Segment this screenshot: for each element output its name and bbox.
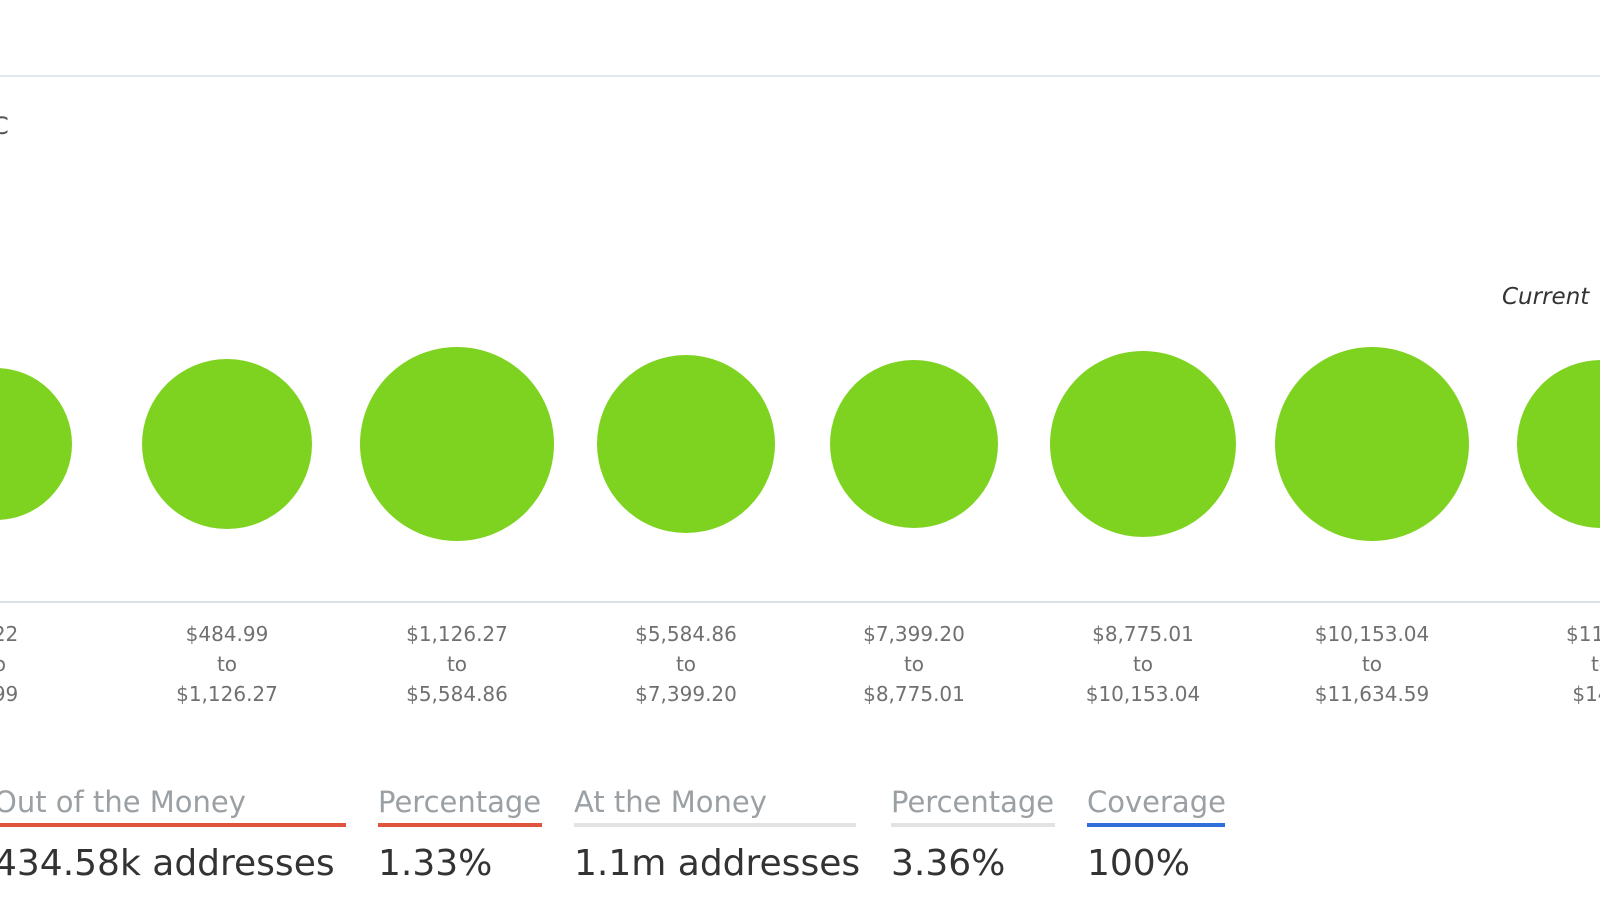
stat-value: 434.58k addresses	[0, 843, 335, 884]
range-from: $5,584.86	[635, 622, 737, 646]
range-to: $11,634.59	[1314, 682, 1430, 706]
range-to: $10,153.04	[1085, 682, 1201, 706]
range-from: $8,775.01	[1092, 622, 1194, 646]
range-connector: to	[446, 652, 468, 676]
range-from: $7,399.20	[863, 622, 965, 646]
chart-title-fragment: C	[0, 112, 9, 140]
stat-out-of-money: Out of the Money 434.58k addresses	[0, 785, 346, 884]
range-label-6: $10,153.04 to $11,634.59	[1267, 619, 1477, 709]
bubble-6[interactable]	[1275, 347, 1469, 541]
top-divider	[0, 75, 1600, 77]
chart-baseline	[0, 601, 1600, 603]
range-to: $5,584.86	[406, 682, 508, 706]
stat-value: 3.36%	[891, 843, 1006, 884]
range-connector: to	[1590, 652, 1600, 676]
bubble-2[interactable]	[360, 347, 554, 541]
stat-coverage: Coverage 100%	[1087, 785, 1226, 884]
range-connector: to	[1132, 652, 1154, 676]
range-label-3: $5,584.86 to $7,399.20	[581, 619, 791, 709]
range-connector: to	[0, 649, 101, 679]
range-connector: to	[903, 652, 925, 676]
stat-value: 1.33%	[378, 843, 493, 884]
bubble-3[interactable]	[597, 355, 775, 533]
range-label-0: 3.22 to 4.99	[0, 619, 101, 709]
range-label-7: $11,63 to $14,9	[1496, 619, 1600, 709]
stat-label: Coverage	[1087, 785, 1226, 827]
stat-label: Out of the Money	[0, 785, 346, 827]
range-connector: to	[216, 652, 238, 676]
range-connector: to	[675, 652, 697, 676]
stat-value: 1.1m addresses	[574, 843, 861, 884]
range-to: $1,126.27	[176, 682, 278, 706]
bubble-5[interactable]	[1050, 351, 1236, 537]
range-label-2: $1,126.27 to $5,584.86	[352, 619, 562, 709]
range-to: 4.99	[0, 682, 19, 706]
stat-label: Percentage	[891, 785, 1055, 827]
stat-value: 100%	[1087, 843, 1190, 884]
stat-label: At the Money	[574, 785, 856, 827]
range-from: $1,126.27	[406, 622, 508, 646]
bubble-0[interactable]	[0, 368, 72, 520]
bubble-1[interactable]	[142, 359, 312, 529]
current-price-label: Current	[1502, 284, 1590, 310]
range-from: $11,63	[1566, 622, 1600, 646]
stat-at-the-money: At the Money 1.1m addresses	[574, 785, 860, 884]
range-from: $10,153.04	[1314, 622, 1430, 646]
range-label-4: $7,399.20 to $8,775.01	[809, 619, 1019, 709]
range-to: $8,775.01	[863, 682, 965, 706]
bubble-7[interactable]	[1517, 360, 1600, 528]
range-from: $484.99	[185, 622, 269, 646]
stat-percentage-out: Percentage 1.33%	[378, 785, 542, 884]
range-from: 3.22	[0, 622, 19, 646]
range-connector: to	[1361, 652, 1383, 676]
bubble-4[interactable]	[830, 360, 998, 528]
stat-label: Percentage	[378, 785, 542, 827]
range-label-1: $484.99 to $1,126.27	[122, 619, 332, 709]
range-to: $14,9	[1572, 682, 1600, 706]
stat-percentage-at: Percentage 3.36%	[891, 785, 1055, 884]
range-label-5: $8,775.01 to $10,153.04	[1038, 619, 1248, 709]
range-to: $7,399.20	[635, 682, 737, 706]
